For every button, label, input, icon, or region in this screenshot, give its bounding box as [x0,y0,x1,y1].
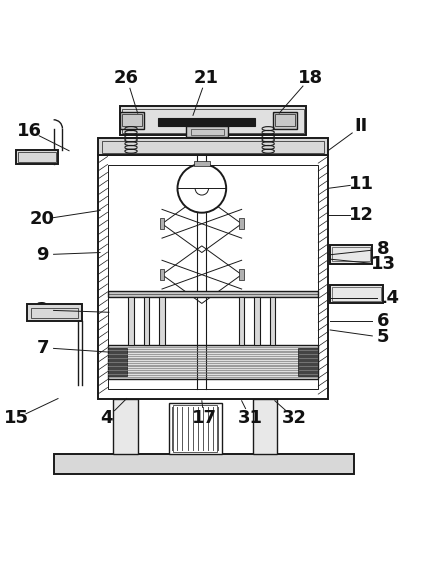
Text: 3: 3 [36,301,49,319]
Text: 5: 5 [377,328,389,346]
Text: 11: 11 [349,175,373,193]
Bar [122,114,142,126]
Text: 31: 31 [238,409,263,428]
Text: 7: 7 [36,338,49,357]
Bar [54,454,354,474]
Bar [194,161,210,166]
Bar [144,297,149,345]
Bar [275,114,295,126]
Bar [158,117,255,125]
Bar [113,399,138,454]
Bar [160,218,164,229]
Text: 4: 4 [101,409,113,428]
Text: 26: 26 [114,69,139,87]
Bar [239,297,244,345]
Text: 14: 14 [375,289,400,307]
Bar [270,297,275,345]
Bar [332,287,381,301]
Text: II: II [354,117,368,136]
Bar [18,152,56,162]
Bar [98,155,328,399]
Bar [272,112,297,129]
Bar [27,304,82,321]
Bar [160,269,164,280]
Bar [187,126,229,137]
Text: 21: 21 [194,69,219,87]
Bar [108,290,318,297]
Bar [102,141,323,153]
Bar [108,294,318,297]
Bar [108,345,318,379]
Bar [120,107,306,136]
Bar [298,348,318,376]
Bar [159,297,165,345]
Text: 16: 16 [17,122,42,140]
Text: 8: 8 [377,240,389,258]
Bar [122,109,303,133]
Bar [120,112,144,129]
Bar [191,129,224,136]
Text: 15: 15 [4,409,28,428]
Text: 18: 18 [298,69,323,87]
Text: 32: 32 [282,409,307,428]
Bar [332,247,370,261]
Bar [31,308,78,318]
Text: 20: 20 [30,210,55,229]
Bar [253,399,277,454]
Bar [16,150,58,164]
Bar [169,403,222,454]
Bar [240,269,244,280]
Bar [98,138,328,155]
Bar [330,245,372,264]
Text: 13: 13 [371,256,396,273]
Text: 6: 6 [377,312,389,330]
Bar [254,297,260,345]
Bar [108,348,128,376]
Bar [240,218,244,229]
Bar [128,297,134,345]
Text: 17: 17 [191,409,217,428]
Bar [173,405,218,452]
Circle shape [178,164,226,213]
Text: 12: 12 [349,206,373,224]
Bar [108,165,318,389]
Bar [330,285,383,303]
Text: 9: 9 [36,246,49,264]
